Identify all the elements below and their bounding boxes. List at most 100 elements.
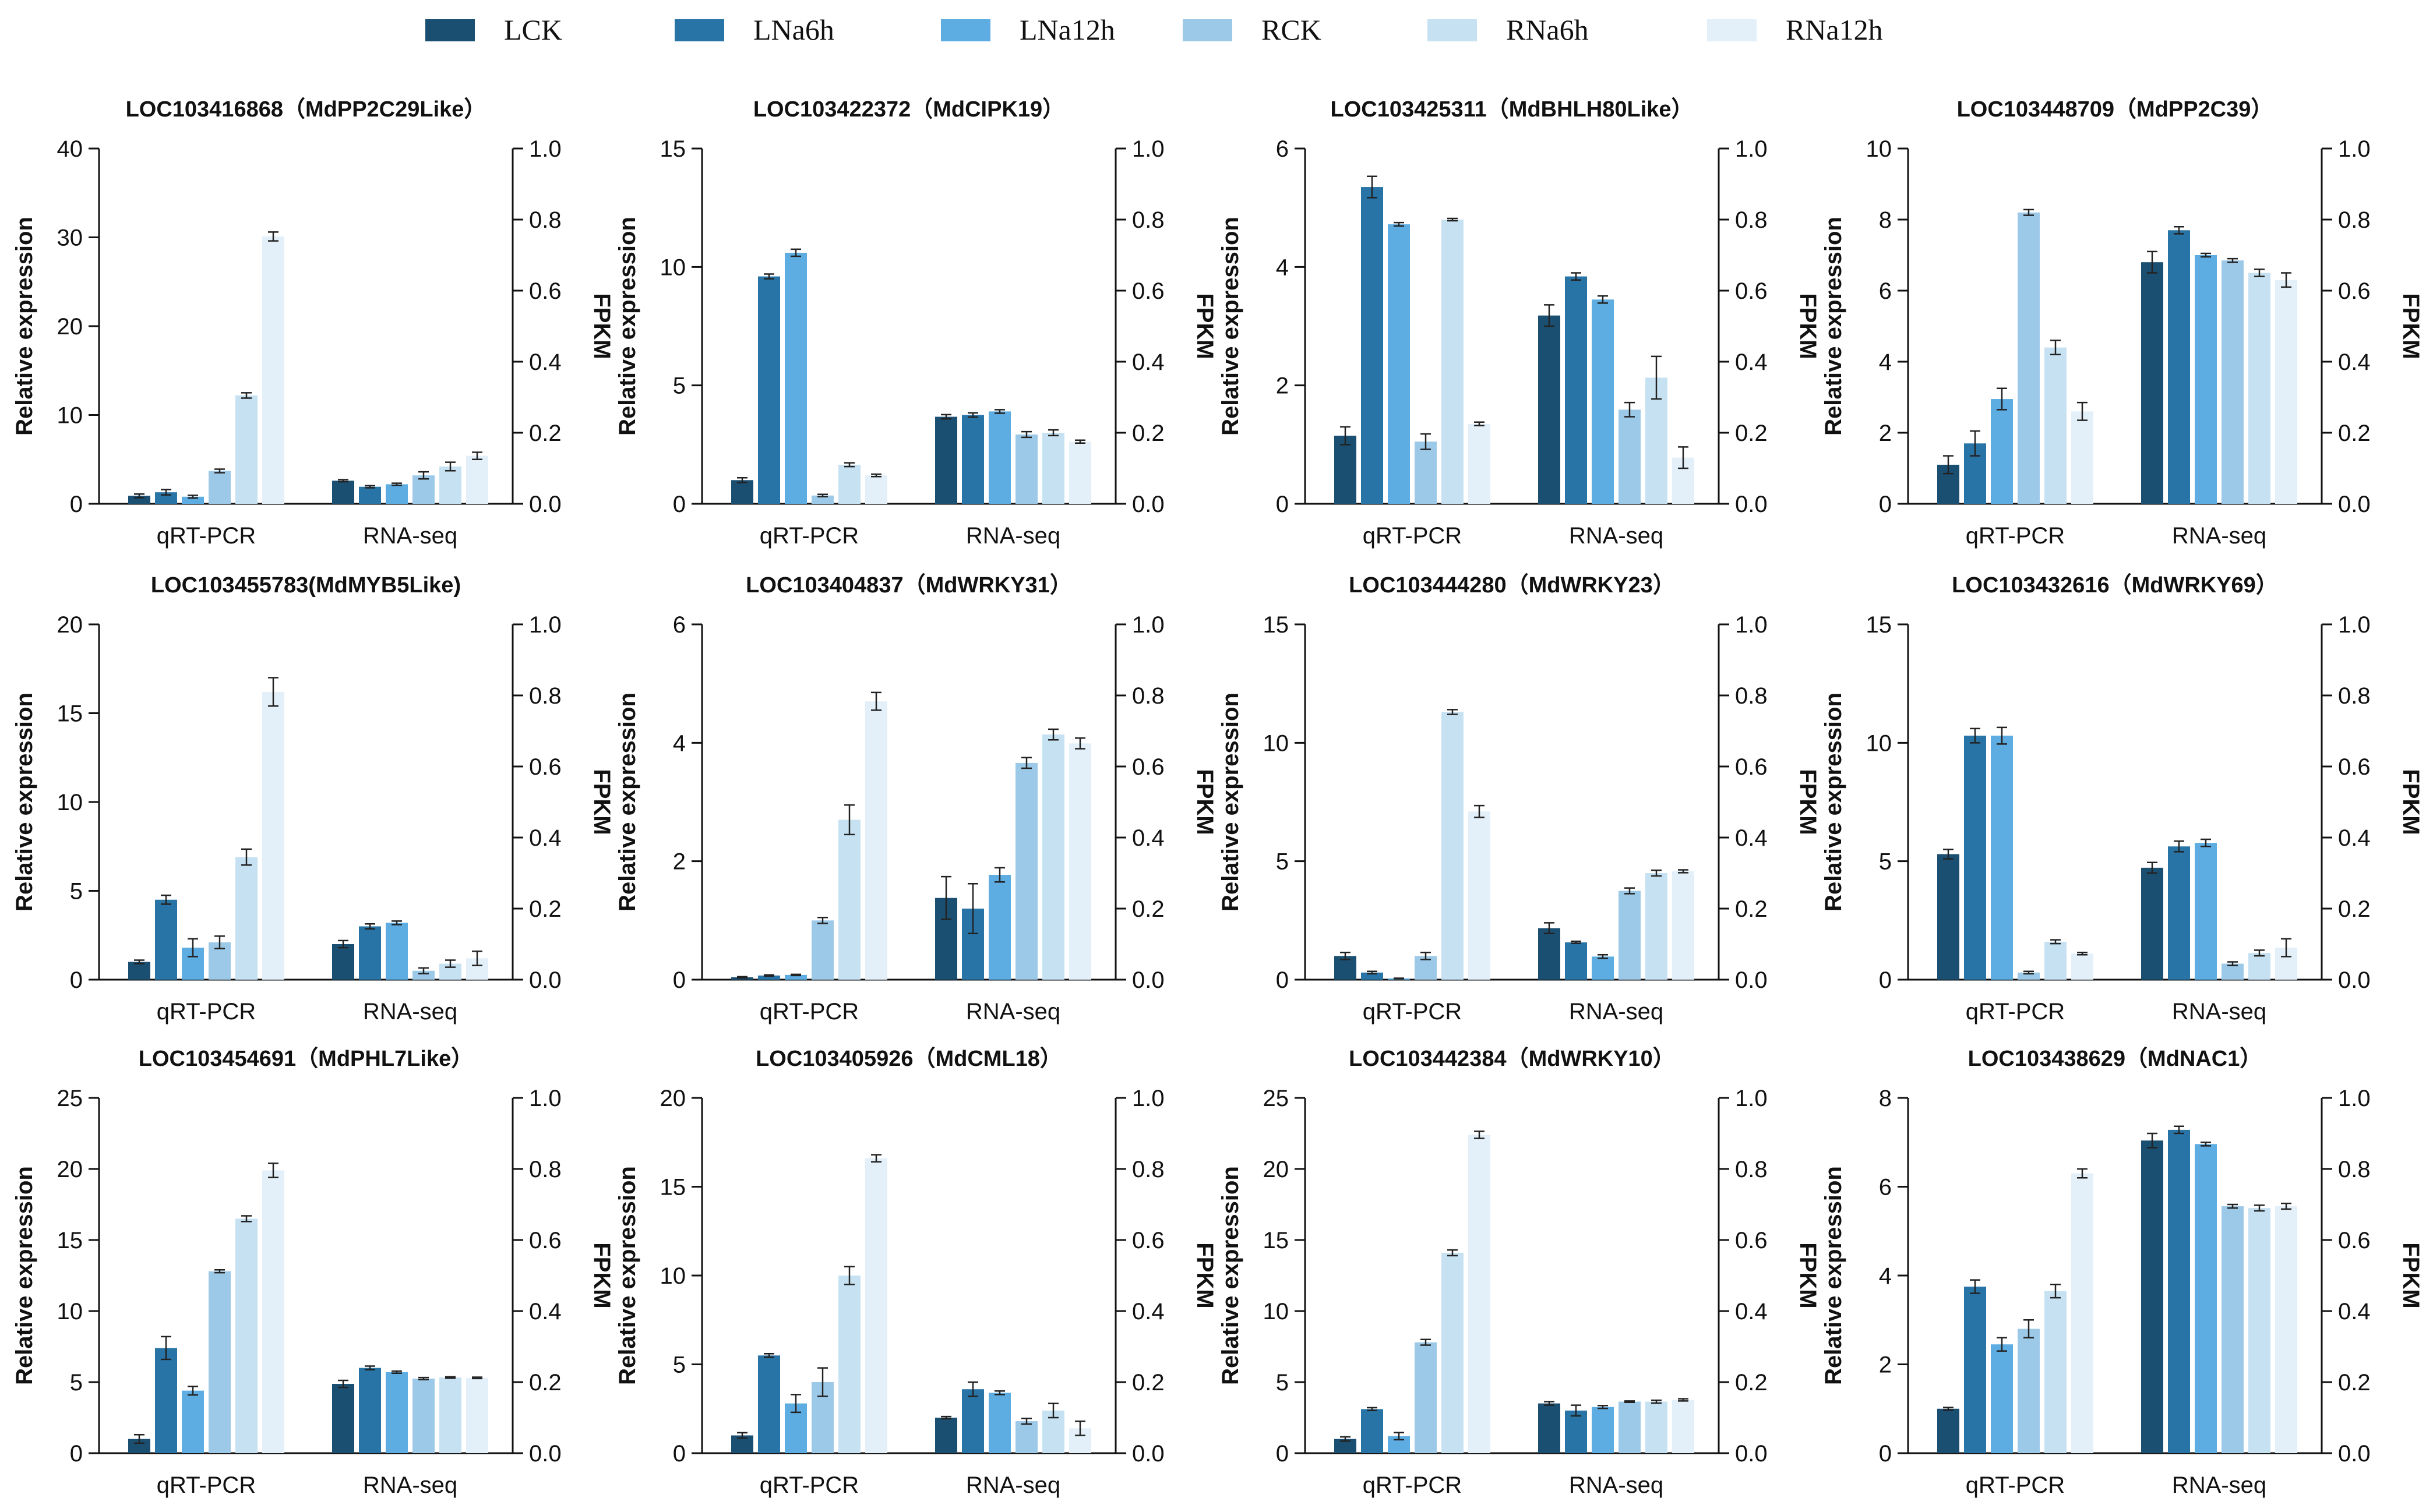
bar-rna12h-qrt-pcr <box>2071 1173 2093 1453</box>
y-axis-label: Relative expression <box>12 693 37 912</box>
bar-lck-qrt-pcr <box>1334 436 1356 504</box>
y2-axis-label: FPKM <box>1192 293 1218 359</box>
legend-item-rna12h: RNa12h <box>1707 13 1883 46</box>
x-tick-label: qRT-PCR <box>157 1472 256 1498</box>
y-tick-label: 10 <box>1866 136 1892 162</box>
bar-lna12h-qrt-pcr <box>1991 399 2013 504</box>
bar-lna6h-qrt-pcr <box>155 1348 177 1453</box>
y-tick-label: 0 <box>1276 1441 1289 1467</box>
bar-rna6h-qrt-pcr <box>235 1218 258 1453</box>
bar-lck-qrt-pcr <box>1937 854 1959 980</box>
bar-rna6h-qrt-pcr <box>838 1276 861 1453</box>
bar-lna12h-qrt-pcr <box>1991 1344 2013 1453</box>
y2-tick-label: 0.6 <box>2338 278 2371 304</box>
y-tick-label: 10 <box>660 1263 686 1289</box>
bar-rna6h-qrt-pcr <box>2044 347 2067 504</box>
bar-lna6h-rna-seq <box>1565 276 1587 504</box>
bar-lna6h-qrt-pcr <box>758 1355 780 1453</box>
bar-lck-rna-seq <box>1538 928 1560 980</box>
legend-item-lna12h: LNa12h <box>941 13 1115 46</box>
bar-lna6h-qrt-pcr <box>1964 736 1986 980</box>
bar-lna6h-qrt-pcr <box>155 492 177 504</box>
y-axis-label: Relative expression <box>1821 217 1846 436</box>
x-tick-label: qRT-PCR <box>760 523 859 549</box>
y-axis-label: Relative expression <box>615 693 640 912</box>
chart-title: LOC103442384（MdWRKY10） <box>1349 1047 1675 1071</box>
x-tick-label: qRT-PCR <box>1363 999 1462 1025</box>
y2-tick-label: 0.2 <box>1735 1370 1768 1396</box>
y-tick-label: 15 <box>57 701 83 727</box>
bar-rna12h-qrt-pcr <box>1468 423 1490 504</box>
bar-rck-rna-seq <box>1015 762 1038 980</box>
y-axis-label: Relative expression <box>1821 693 1846 912</box>
bar-rna12h-qrt-pcr <box>865 701 887 980</box>
bar-rna12h-rna-seq <box>466 1377 488 1453</box>
chart-title: LOC103404837（MdWRKY31） <box>746 573 1072 598</box>
y-axis-label: Relative expression <box>12 1166 37 1385</box>
bar-rna12h-rna-seq <box>466 455 488 504</box>
legend-label: RNa12h <box>1786 13 1883 46</box>
legend: LCK LNa6h LNa12h RCK RNa6h RNa12h <box>425 13 1883 46</box>
y2-axis-label: FPKM <box>2398 1242 2424 1308</box>
y2-tick-label: 0.4 <box>529 1299 562 1324</box>
y2-tick-label: 0.4 <box>529 349 562 375</box>
legend-swatch <box>1707 19 1757 41</box>
y2-tick-label: 0.6 <box>1735 278 1768 304</box>
y2-tick-label: 0.2 <box>529 421 562 446</box>
bar-lck-qrt-pcr <box>128 496 150 504</box>
y2-tick-label: 0.2 <box>2338 1370 2371 1396</box>
legend-swatch <box>941 19 990 41</box>
y2-tick-label: 0.0 <box>1735 492 1768 517</box>
bar-lna12h-rna-seq <box>1592 956 1614 980</box>
y2-tick-label: 0.8 <box>1132 1157 1165 1182</box>
x-tick-label: qRT-PCR <box>760 999 859 1025</box>
chart-title: LOC103438629（MdNAC1） <box>1968 1047 2262 1071</box>
chart-title: LOC103454691（MdPHL7Like） <box>139 1047 473 1071</box>
chart-panel-11: LOC103442384（MdWRKY10） 0 5 10 15 20 25 0.0 0.2 0.… <box>1218 1047 1821 1498</box>
bar-lna6h-rna-seq <box>359 926 381 980</box>
x-tick-label: RNA-seq <box>1569 523 1663 549</box>
y2-axis-label: FPKM <box>1192 1242 1218 1308</box>
y2-tick-label: 0.4 <box>2338 1299 2371 1324</box>
bar-lna12h-qrt-pcr <box>785 974 807 980</box>
bar-rna6h-qrt-pcr <box>235 857 258 980</box>
y2-tick-label: 0.2 <box>1132 896 1165 922</box>
chart-panel-6: LOC103404837（MdWRKY31） 0 2 4 6 0.0 0.2 0.4 0.6 0.… <box>615 573 1218 1025</box>
bar-rna12h-qrt-pcr <box>262 236 284 504</box>
y-axis-label: Relative expression <box>615 1166 640 1385</box>
y2-tick-label: 0.6 <box>1132 278 1165 304</box>
y2-tick-label: 0.8 <box>1735 207 1768 233</box>
y2-tick-label: 0.2 <box>529 1370 562 1396</box>
y-axis-label: Relative expression <box>1218 217 1243 436</box>
x-tick-label: RNA-seq <box>2172 1472 2266 1498</box>
y-tick-label: 2 <box>1879 421 1892 446</box>
y-axis-label: Relative expression <box>12 217 37 436</box>
bar-rck-qrt-pcr <box>2018 1329 2040 1453</box>
y-axis-label: Relative expression <box>615 217 640 436</box>
bar-lna12h-rna-seq <box>989 875 1011 980</box>
y2-tick-label: 1.0 <box>2338 136 2371 162</box>
y2-axis-label: FPKM <box>2398 293 2424 359</box>
bar-rna6h-qrt-pcr <box>2044 941 2067 980</box>
y2-tick-label: 1.0 <box>1735 612 1768 638</box>
bar-lna12h-rna-seq <box>386 484 408 504</box>
y2-tick-label: 0.0 <box>1735 1441 1768 1467</box>
bar-rna6h-rna-seq <box>2248 953 2270 980</box>
y2-tick-label: 0.4 <box>529 825 562 851</box>
bar-rck-qrt-pcr <box>812 920 834 980</box>
bar-rck-qrt-pcr <box>209 1271 231 1453</box>
chart-panel-12: LOC103438629（MdNAC1） 0 2 4 6 8 0.0 0.2 0.4 0.6 0.8… <box>1821 1047 2424 1498</box>
x-tick-label: RNA-seq <box>966 999 1060 1025</box>
bar-rck-rna-seq <box>2222 1206 2244 1453</box>
bar-rna6h-rna-seq <box>2248 1208 2270 1453</box>
bar-rna12h-qrt-pcr <box>2071 411 2093 504</box>
y-tick-label: 25 <box>1263 1086 1289 1111</box>
bar-rna6h-rna-seq <box>1042 433 1064 504</box>
bar-rck-rna-seq <box>1619 891 1641 980</box>
y-tick-label: 5 <box>673 373 686 399</box>
bar-lna12h-qrt-pcr <box>182 496 204 504</box>
y-tick-label: 15 <box>660 136 686 162</box>
y2-tick-label: 1.0 <box>2338 612 2371 638</box>
y2-tick-label: 1.0 <box>1132 612 1165 638</box>
bar-lck-qrt-pcr <box>731 480 753 504</box>
